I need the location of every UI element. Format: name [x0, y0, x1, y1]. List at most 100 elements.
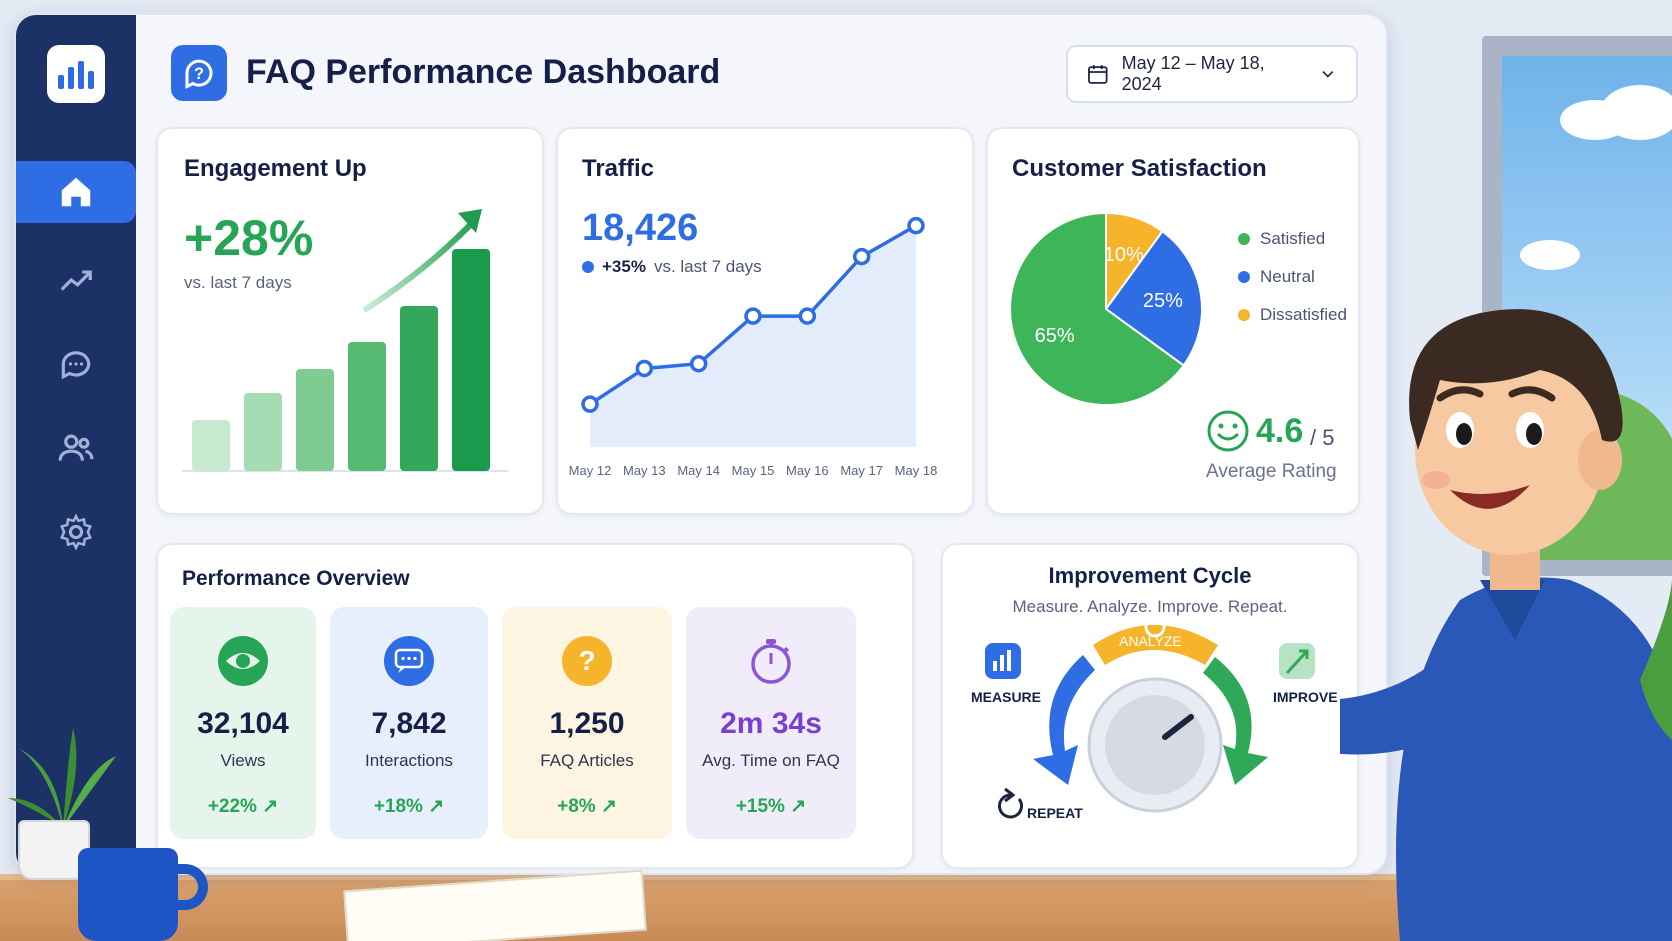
arrow-head-icon	[458, 209, 482, 233]
svg-text:?: ?	[194, 65, 204, 83]
traffic-card: Traffic 18,426 +35% vs. last 7 days May …	[556, 127, 974, 515]
engagement-title: Engagement Up	[184, 155, 367, 182]
legend-dissatisfied: Dissatisfied	[1238, 305, 1347, 325]
stat-tile-avg-time[interactable]: 2m 34s Avg. Time on FAQ +15% ↗	[686, 607, 856, 839]
bullet-dot-icon	[582, 261, 594, 273]
dashboard-panel: ? FAQ Performance Dashboard May 12 – May…	[14, 13, 1388, 875]
repeat-label: REPEAT	[1027, 805, 1083, 821]
pie-slice	[1104, 229, 1203, 367]
engagement-bar	[244, 393, 282, 471]
cycle-title: Improvement Cycle	[1048, 563, 1252, 588]
dial-pointer	[1162, 714, 1194, 740]
traffic-point	[689, 354, 708, 373]
stat-change: +8% ↗	[557, 796, 617, 817]
gear-icon	[60, 513, 92, 551]
cloud-icon	[1520, 240, 1580, 270]
dial-inner	[1105, 695, 1205, 795]
home-icon	[61, 177, 91, 207]
traffic-area	[590, 225, 916, 447]
x-tick-label: May 16	[786, 463, 829, 478]
improvement-cycle-card: Improvement Cycle Measure. Analyze. Impr…	[941, 543, 1359, 869]
chat-bubble-icon	[384, 636, 434, 686]
chat-icon	[61, 351, 91, 380]
traffic-point	[907, 216, 925, 235]
stat-change: +15% ↗	[735, 796, 807, 817]
stat-label: Interactions	[365, 751, 453, 770]
improve-arrow	[1203, 657, 1268, 785]
sidebar-item-messages[interactable]	[16, 333, 136, 395]
faq-header-icon: ?	[171, 45, 227, 101]
stat-change: +18% ↗	[373, 796, 445, 817]
stat-tile-views[interactable]: 32,104 Views +22% ↗	[170, 607, 316, 839]
stat-change: +22% ↗	[207, 796, 279, 817]
sidebar	[16, 15, 136, 873]
measure-label: MEASURE	[971, 689, 1042, 705]
eye-icon	[218, 636, 268, 686]
improve-label: IMPROVE	[1273, 689, 1338, 705]
stopwatch-icon	[751, 639, 791, 684]
plant-leaves-icon	[8, 728, 116, 828]
traffic-point	[581, 395, 599, 413]
pie-data-label: 25%	[1143, 290, 1183, 312]
engagement-bar	[348, 342, 386, 471]
x-tick-label: May 18	[895, 463, 938, 478]
average-rating-value: 4.6	[1256, 412, 1304, 450]
traffic-line-chart: May 12 May 13 May 14 May 15 May 16 May 17 May …	[569, 216, 938, 478]
svg-text:?: ?	[578, 645, 595, 676]
average-rating-label: Average Rating	[1206, 461, 1337, 482]
app-logo[interactable]	[47, 45, 105, 103]
engagement-bar-chart	[182, 209, 508, 472]
x-tick-label: May 13	[623, 463, 666, 478]
engagement-bar	[400, 306, 438, 471]
trend-arrow-icon	[363, 216, 479, 312]
sidebar-item-home[interactable]	[16, 161, 136, 223]
legend-neutral: Neutral	[1238, 267, 1315, 287]
sidebar-item-users[interactable]	[16, 417, 136, 479]
pie-data-label: 10%	[1104, 244, 1144, 266]
engagement-card: Engagement Up +28% vs. last 7 days	[156, 127, 544, 515]
sidebar-item-settings[interactable]	[16, 501, 136, 563]
analyze-arc	[1093, 625, 1218, 665]
performance-overview-card: Performance Overview 32,104 Views +22% ↗…	[156, 543, 914, 869]
traffic-change-sub: vs. last 7 days	[653, 257, 762, 276]
traffic-point	[798, 307, 817, 325]
question-chat-icon: ?	[185, 59, 213, 89]
traffic-point	[635, 359, 654, 378]
engagement-sub: vs. last 7 days	[184, 273, 292, 292]
x-tick-label: May 12	[569, 463, 612, 478]
engagement-bar	[452, 249, 490, 471]
pie-data-label: 65%	[1035, 325, 1075, 347]
cycle-subtitle: Measure. Analyze. Improve. Repeat.	[1012, 597, 1288, 616]
stat-value: 7,842	[371, 707, 447, 740]
cycle-diagram	[985, 616, 1315, 819]
analyze-label: ANALYZE	[1119, 633, 1182, 649]
date-range-label: May 12 – May 18, 2024	[1121, 53, 1265, 94]
stat-value: 2m 34s	[720, 707, 822, 740]
overview-title: Performance Overview	[182, 567, 410, 590]
stat-label: Views	[220, 751, 266, 770]
trend-icon	[60, 270, 92, 291]
mug-handle	[168, 864, 208, 910]
measure-arrow	[1033, 655, 1095, 785]
date-range-picker[interactable]: May 12 – May 18, 2024	[1066, 45, 1358, 103]
x-tick-label: May 14	[677, 463, 720, 478]
stat-tile-interactions[interactable]: 7,842 Interactions +18% ↗	[330, 607, 488, 839]
satisfaction-pie-chart: 10% 25% 65%	[1009, 211, 1203, 406]
x-tick-label: May 17	[840, 463, 883, 478]
engagement-bar	[192, 420, 230, 471]
stat-tile-faq-articles[interactable]: ? 1,250 FAQ Articles +8% ↗	[502, 607, 672, 839]
coffee-mug-icon	[78, 848, 178, 941]
traffic-change: +35%	[602, 257, 646, 276]
sidebar-item-analytics[interactable]	[16, 249, 136, 311]
stat-label: Avg. Time on FAQ	[702, 751, 840, 770]
desk-edge	[0, 874, 1672, 884]
traffic-point	[852, 247, 871, 266]
traffic-point	[744, 307, 762, 325]
calendar-icon	[1088, 65, 1108, 84]
person-illustration	[1340, 309, 1672, 941]
desk	[0, 880, 1672, 941]
page-title: FAQ Performance Dashboard	[246, 53, 721, 91]
pie-slice	[1009, 211, 1186, 406]
chevron-down-icon	[1322, 70, 1334, 78]
satisfaction-card: Customer Satisfaction 10% 25% 65% Satisfie…	[986, 127, 1360, 515]
